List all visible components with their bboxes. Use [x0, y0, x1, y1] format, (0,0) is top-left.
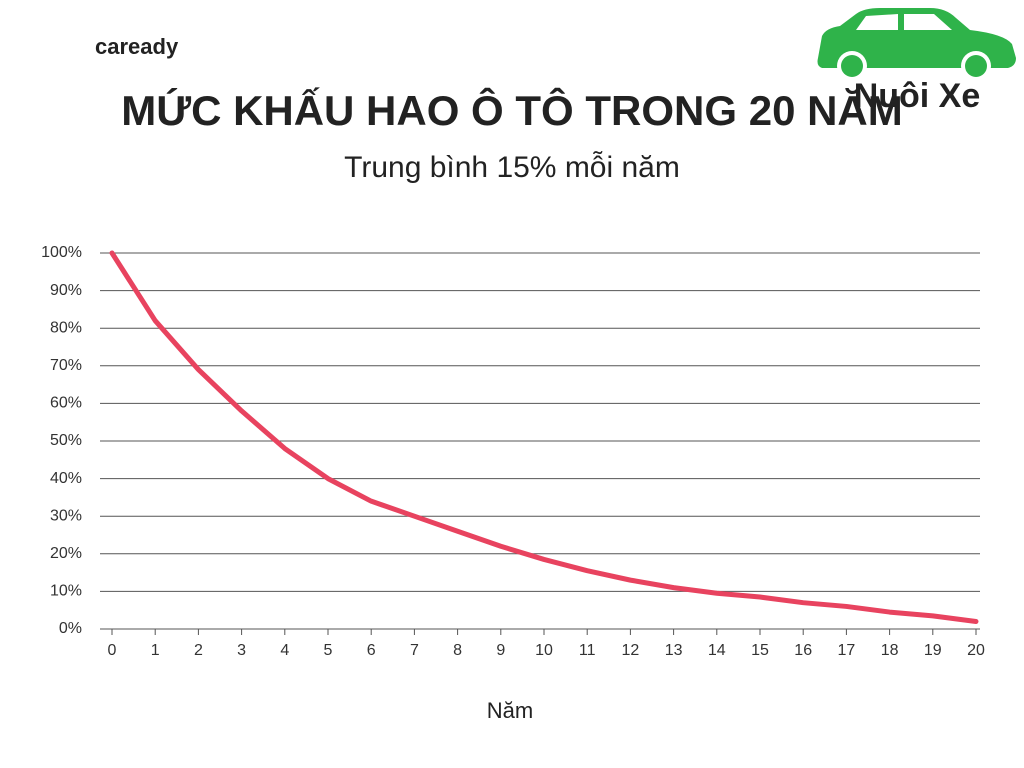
y-tick-label: 50% — [50, 432, 82, 449]
y-tick-label: 30% — [50, 507, 82, 524]
x-tick-label: 14 — [708, 642, 726, 659]
x-tick-label: 11 — [579, 642, 596, 659]
x-tick-label: 12 — [622, 642, 640, 659]
x-tick-label: 8 — [453, 642, 462, 659]
y-tick-label: 60% — [50, 395, 82, 412]
x-tick-label: 10 — [535, 642, 553, 659]
x-tick-label: 9 — [496, 642, 505, 659]
brand-logo: caready — [95, 34, 179, 59]
chart-title: MỨC KHẤU HAO Ô TÔ TRONG 20 NĂM — [121, 86, 903, 134]
y-tick-label: 70% — [50, 357, 82, 374]
car-icon — [817, 8, 1016, 81]
x-tick-label: 15 — [751, 642, 769, 659]
x-tick-label: 5 — [324, 642, 333, 659]
x-tick-label: 7 — [410, 642, 419, 659]
y-tick-label: 40% — [50, 470, 82, 487]
x-tick-label: 0 — [108, 642, 117, 659]
x-tick-label: 16 — [794, 642, 812, 659]
watermark: Nuôi Xe — [854, 77, 981, 115]
x-tick-label: 2 — [194, 642, 203, 659]
y-tick-label: 80% — [50, 319, 82, 336]
x-tick-label: 13 — [665, 642, 683, 659]
x-tick-label: 17 — [838, 642, 856, 659]
data-line — [109, 250, 979, 624]
x-tick-label: 4 — [280, 642, 289, 659]
x-tick-label: 3 — [237, 642, 246, 659]
x-tick-label: 1 — [151, 642, 160, 659]
x-tick-label: 19 — [924, 642, 942, 659]
y-tick-label: 20% — [50, 545, 82, 562]
y-tick-label: 0% — [59, 620, 82, 637]
y-tick-label: 10% — [50, 583, 82, 600]
y-tick-label: 100% — [41, 244, 82, 261]
x-tick-label: 20 — [967, 642, 985, 659]
x-axis-label: Năm — [487, 698, 533, 723]
y-tick-label: 90% — [50, 282, 82, 299]
x-tick-label: 18 — [881, 642, 899, 659]
x-tick-label: 6 — [367, 642, 376, 659]
chart-subtitle: Trung bình 15% mỗi năm — [344, 151, 680, 184]
